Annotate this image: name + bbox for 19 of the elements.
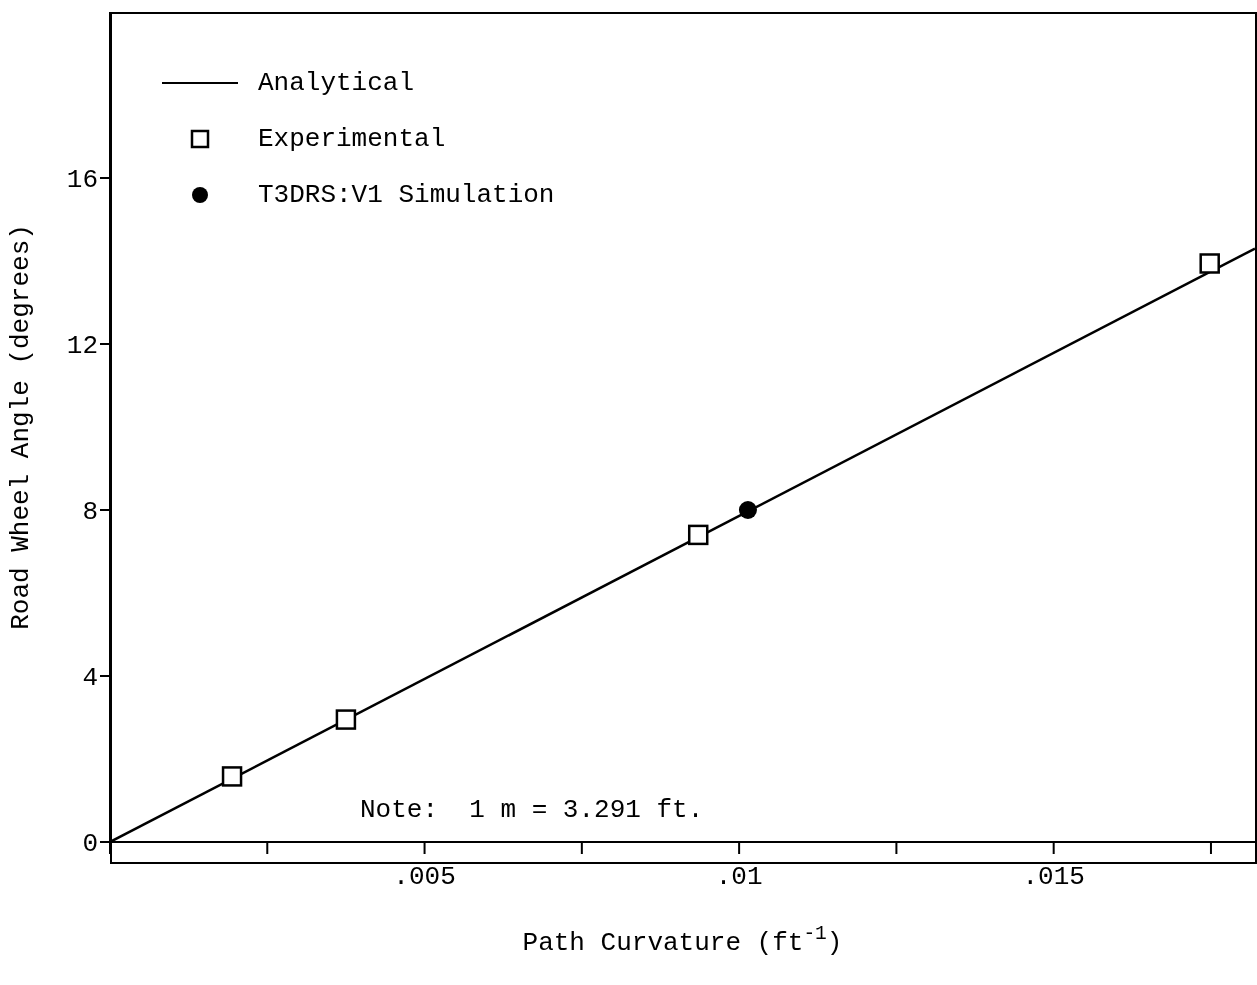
point [738,501,757,519]
legend-label: Experimental [258,124,446,154]
y-tick-label: 4 [82,663,98,694]
legend-label: Analytical [258,68,415,98]
point [1199,253,1220,274]
x-axis-title: Path Curvature (ft$^{-1}$) [522,923,843,958]
point [687,524,709,546]
y-tick-label: 16 [66,165,98,196]
legend-label: T3DRS:V1 Simulation [258,180,555,210]
y-tick-label: 0 [82,829,98,860]
annotation: Note: 1 m = 3.291 ft. [360,795,704,825]
point [221,766,243,787]
y-axis-title: Road Wheel Angle (degrees) [6,224,36,630]
y-tick-label: 8 [82,497,98,528]
y-tick-label: 12 [66,331,98,362]
x-tick-label: .01 [715,862,763,893]
point [335,709,357,730]
x-tick-label: .005 [393,862,456,893]
x-tick-label: .015 [1022,862,1085,893]
